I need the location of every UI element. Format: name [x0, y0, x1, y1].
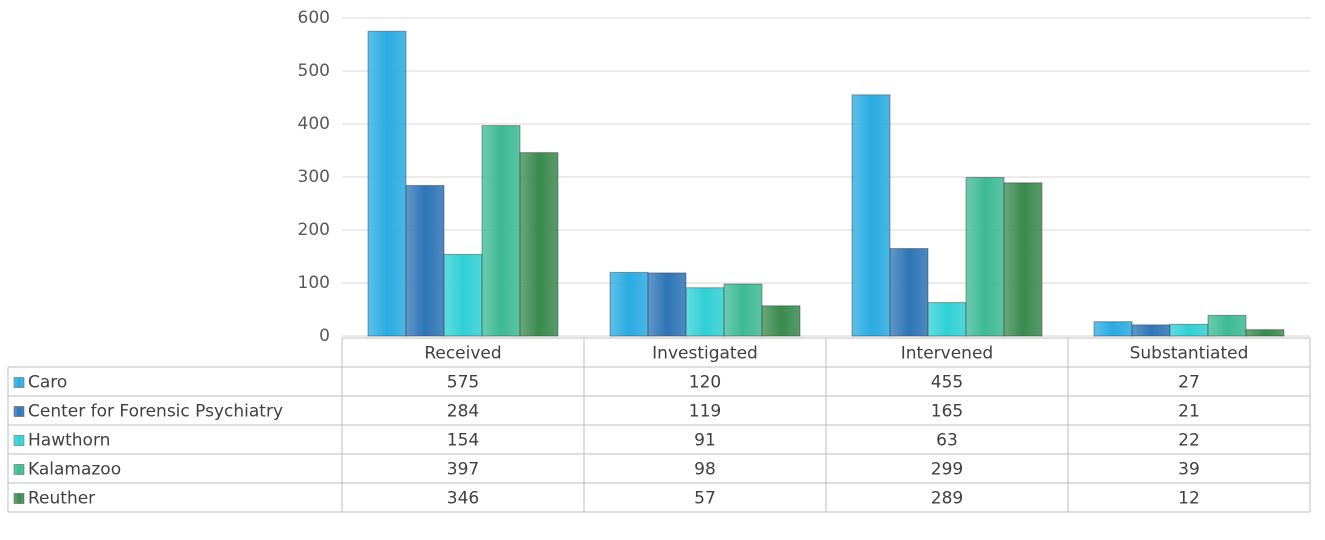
legend-key [13, 406, 25, 417]
data-table-value: 91 [694, 431, 716, 451]
data-table-value: 22 [1178, 431, 1200, 451]
legend-label: Center for Forensic Psychiatry [28, 402, 283, 422]
legend-key [13, 435, 25, 446]
bar [405, 184, 445, 337]
legend-key [13, 493, 25, 504]
x-tick-label: Received [424, 344, 501, 364]
data-table-value: 39 [1178, 460, 1200, 480]
bar [367, 30, 407, 337]
data-table-value: 57 [694, 489, 716, 509]
data-table-value: 27 [1178, 373, 1200, 393]
y-tick-label: 100 [298, 273, 330, 293]
x-tick-label: Intervened [901, 344, 993, 364]
data-table-value: 165 [931, 402, 963, 422]
bar [761, 305, 801, 337]
data-table-value: 154 [447, 431, 479, 451]
bar [1003, 182, 1043, 337]
bar [685, 287, 725, 337]
x-tick-label: Investigated [652, 344, 758, 364]
data-table-value: 455 [931, 373, 963, 393]
data-table-value: 289 [931, 489, 963, 509]
bar [443, 253, 483, 337]
y-tick-label: 400 [298, 114, 330, 134]
data-table-value: 98 [694, 460, 716, 480]
data-table-value: 397 [447, 460, 479, 480]
bar [723, 283, 763, 337]
data-table-value: 284 [447, 402, 479, 422]
data-table-value: 21 [1178, 402, 1200, 422]
bar [1207, 314, 1247, 337]
bar [481, 125, 521, 337]
bar [519, 152, 559, 337]
data-table-value: 299 [931, 460, 963, 480]
x-tick-label: Substantiated [1130, 344, 1249, 364]
data-table-value: 346 [447, 489, 479, 509]
legend-key [13, 464, 25, 475]
data-table-value: 575 [447, 373, 479, 393]
legend-key [13, 377, 25, 388]
bar [647, 272, 687, 337]
legend-label: Caro [28, 373, 67, 393]
bar [1169, 323, 1209, 337]
bar [1245, 329, 1285, 337]
y-tick-label: 300 [298, 167, 330, 187]
y-tick-label: 600 [298, 8, 330, 28]
bar [609, 271, 649, 337]
bar [851, 94, 891, 337]
legend-label: Hawthorn [28, 431, 110, 451]
data-table-value: 63 [936, 431, 958, 451]
data-table-value: 120 [689, 373, 721, 393]
legend-label: Kalamazoo [28, 460, 121, 480]
data-table-value: 119 [689, 402, 721, 422]
y-tick-label: 500 [298, 61, 330, 81]
bar [927, 302, 967, 337]
legend-label: Reuther [28, 489, 95, 509]
bar [965, 177, 1005, 337]
bar [1093, 321, 1133, 337]
y-tick-label: 200 [298, 220, 330, 240]
y-tick-label: 0 [319, 326, 330, 346]
data-table-value: 12 [1178, 489, 1200, 509]
bar [1131, 324, 1171, 337]
bar [889, 248, 929, 337]
